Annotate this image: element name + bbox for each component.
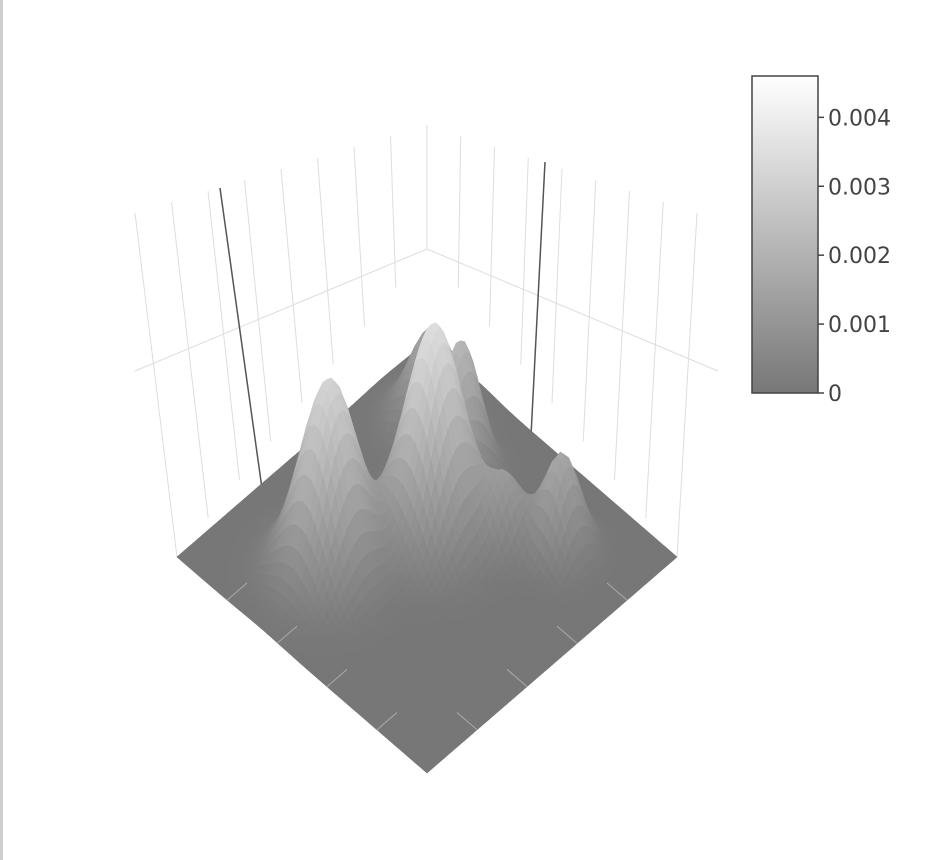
page-left-border (0, 0, 3, 860)
colorbar-tick-label: 0.003 (828, 175, 891, 200)
grid-line (317, 157, 334, 365)
floor-tick (226, 582, 248, 601)
colorbar-gradient (751, 75, 819, 394)
grid-line (134, 212, 178, 558)
grid-line (134, 248, 428, 372)
floor-tick (606, 582, 628, 601)
grid-line (676, 212, 698, 558)
colorbar: 0 0.001 0.002 0.003 0.004 (751, 75, 891, 407)
grid-line (353, 146, 365, 327)
grid-line (457, 135, 462, 288)
grid-line (280, 168, 303, 404)
colorbar-tick-label: 0.004 (828, 106, 891, 131)
grid-line (614, 190, 630, 481)
grid-line (426, 248, 719, 372)
surface[interactable] (176, 322, 678, 774)
axis-line (219, 187, 266, 511)
grid-line (582, 179, 597, 442)
grid-line (645, 201, 664, 519)
floor-tick (556, 625, 578, 644)
floor-tick (456, 712, 478, 731)
colorbar-tick-label: 0.002 (828, 244, 891, 269)
grid-line (520, 157, 529, 365)
grid-line (171, 201, 209, 519)
floor-tick (276, 625, 298, 644)
floor-tick (506, 668, 528, 687)
surface-patch (422, 765, 432, 774)
colorbar-tick-label: 0.001 (828, 313, 891, 338)
grid-line (244, 179, 272, 442)
axis-line (529, 161, 546, 456)
grid-line (489, 146, 495, 327)
floor-tick (326, 668, 348, 687)
floor-tick (376, 712, 398, 731)
grid-line (207, 190, 240, 481)
grid-line (390, 135, 397, 288)
grid-line (551, 168, 563, 404)
colorbar-tick-label: 0 (828, 382, 842, 407)
